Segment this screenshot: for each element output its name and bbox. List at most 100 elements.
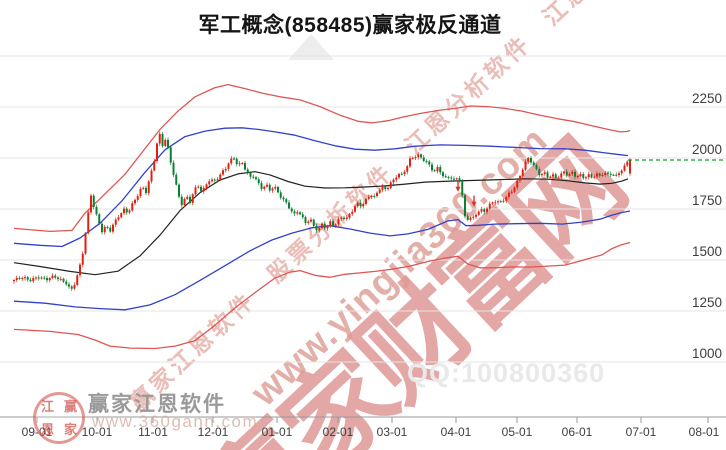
candle-body xyxy=(508,192,510,197)
candle-body xyxy=(142,187,145,189)
candle-body xyxy=(409,158,411,167)
candle-body xyxy=(488,203,491,209)
candle-body xyxy=(202,187,205,192)
candle-body xyxy=(244,163,246,170)
candle-body xyxy=(354,206,356,212)
x-axis-label: 10-01 xyxy=(81,425,113,439)
candle-body xyxy=(219,174,222,180)
candle-body xyxy=(208,181,211,185)
candle-body xyxy=(235,158,238,165)
candle-body xyxy=(593,176,596,178)
candle-body xyxy=(502,200,505,202)
x-axis-label: 06-01 xyxy=(561,425,593,439)
candle-body xyxy=(150,170,153,182)
candle-body xyxy=(285,199,288,203)
candle-body xyxy=(609,173,612,175)
candle-body xyxy=(92,195,95,207)
candle-body xyxy=(114,219,117,225)
candle-body xyxy=(299,212,301,215)
x-axis-label: 02-01 xyxy=(322,425,354,439)
candle-body xyxy=(356,202,359,207)
candle-body xyxy=(398,173,400,178)
candle-body xyxy=(527,158,530,162)
candle-body xyxy=(560,173,563,178)
brand-seal-icon: 江 赢 恩 家 xyxy=(33,392,85,444)
candle-body xyxy=(568,174,571,176)
candle-body xyxy=(433,170,436,172)
x-axis-label: 12-01 xyxy=(197,425,229,439)
candle-body xyxy=(95,207,98,215)
candle-body xyxy=(211,179,213,182)
candle-body xyxy=(461,180,464,196)
candle-body xyxy=(35,277,37,279)
chart-title: 军工概念(858485)赢家极反通道 xyxy=(198,14,502,37)
candle-body xyxy=(486,208,488,212)
candle-body xyxy=(123,208,125,214)
candle-body xyxy=(378,190,381,193)
candle-body xyxy=(241,163,244,164)
candle-body xyxy=(406,166,409,172)
candle-body xyxy=(442,172,444,177)
candle-body xyxy=(81,253,84,265)
candle-body xyxy=(326,226,329,229)
candle-body xyxy=(183,198,186,206)
candle-body xyxy=(205,184,208,188)
candle-body xyxy=(128,210,131,213)
candle-body xyxy=(343,217,345,219)
candle-body xyxy=(131,203,134,211)
candle-body xyxy=(293,211,296,214)
candle-body xyxy=(499,201,502,203)
candle-body xyxy=(334,224,337,227)
candle-body xyxy=(274,186,277,189)
candle-body xyxy=(194,187,197,195)
candle-body xyxy=(376,192,378,197)
candle-body xyxy=(392,179,395,183)
candle-body xyxy=(422,157,425,162)
upper-red-channel-line xyxy=(13,83,631,233)
candle-body xyxy=(62,278,65,282)
candle-body xyxy=(373,196,376,197)
candle-body xyxy=(387,188,389,190)
candle-body xyxy=(134,199,136,204)
candle-body xyxy=(466,216,469,220)
candle-body xyxy=(315,225,318,231)
middle-trend-line xyxy=(13,171,629,276)
candle-body xyxy=(524,161,527,170)
candle-body xyxy=(230,158,233,164)
candle-body xyxy=(153,161,156,171)
candle-body xyxy=(469,217,472,220)
candle-body xyxy=(277,186,279,193)
candle-body xyxy=(57,277,59,280)
candle-body xyxy=(318,228,321,231)
seal-char: 家 xyxy=(63,422,77,437)
candle-body xyxy=(554,174,557,179)
x-axis-label: 07-01 xyxy=(625,425,657,439)
candle-body xyxy=(76,275,79,285)
candle-body xyxy=(120,213,123,218)
footer-url-text: www.360gann.com xyxy=(92,412,259,431)
candle-body xyxy=(109,227,112,232)
candle-body xyxy=(436,167,439,172)
candle-body xyxy=(370,196,373,197)
candle-body xyxy=(505,197,508,201)
candle-body xyxy=(169,147,172,163)
candle-body xyxy=(439,167,442,173)
candle-body xyxy=(18,277,21,279)
candle-body xyxy=(87,212,90,234)
candle-body xyxy=(598,173,601,176)
candle-body xyxy=(296,212,299,214)
sell-arrow-icon xyxy=(471,201,477,207)
candle-body xyxy=(191,194,194,203)
candle-body xyxy=(414,157,417,159)
candle-body xyxy=(21,278,24,279)
candle-body xyxy=(585,177,587,179)
candle-body xyxy=(200,186,202,192)
candle-body xyxy=(40,277,43,279)
candle-body xyxy=(84,233,87,254)
candle-body xyxy=(48,278,51,281)
candle-body xyxy=(590,174,593,178)
candle-body xyxy=(497,201,499,203)
candle-body xyxy=(180,196,183,206)
